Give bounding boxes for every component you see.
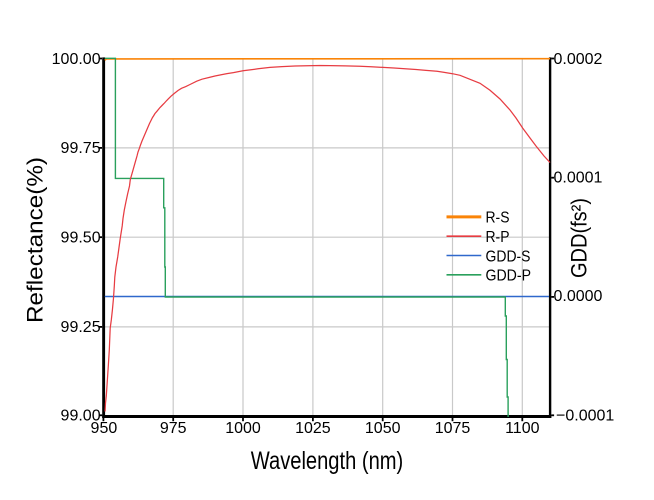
svg-text:GDD-S: GDD-S [486,248,531,265]
svg-text:99.75: 99.75 [61,140,101,157]
svg-text:975: 975 [160,420,187,437]
svg-text:0.0001: 0.0001 [554,170,603,187]
svg-text:GDD(fs²): GDD(fs²) [567,198,592,278]
svg-text:R-S: R-S [486,210,510,227]
svg-text:99.25: 99.25 [61,319,101,336]
svg-text:1025: 1025 [295,420,331,437]
svg-text:1100: 1100 [505,420,540,437]
svg-text:100.00: 100.00 [52,51,101,68]
svg-text:99.50: 99.50 [61,230,101,247]
svg-text:Reflectance(%): Reflectance(%) [23,157,48,323]
svg-text:Wavelength (nm): Wavelength (nm) [251,447,404,475]
svg-text:950: 950 [91,420,118,437]
svg-text:0.0000: 0.0000 [554,288,603,305]
svg-text:99.00: 99.00 [61,408,101,425]
svg-text:−0.0001: −0.0001 [556,408,614,425]
svg-text:0.0002: 0.0002 [554,51,603,68]
svg-text:1000: 1000 [225,420,261,437]
svg-text:GDD-P: GDD-P [486,268,532,285]
svg-text:1050: 1050 [365,420,401,437]
svg-text:R-P: R-P [486,229,510,246]
svg-text:1075: 1075 [435,420,471,437]
